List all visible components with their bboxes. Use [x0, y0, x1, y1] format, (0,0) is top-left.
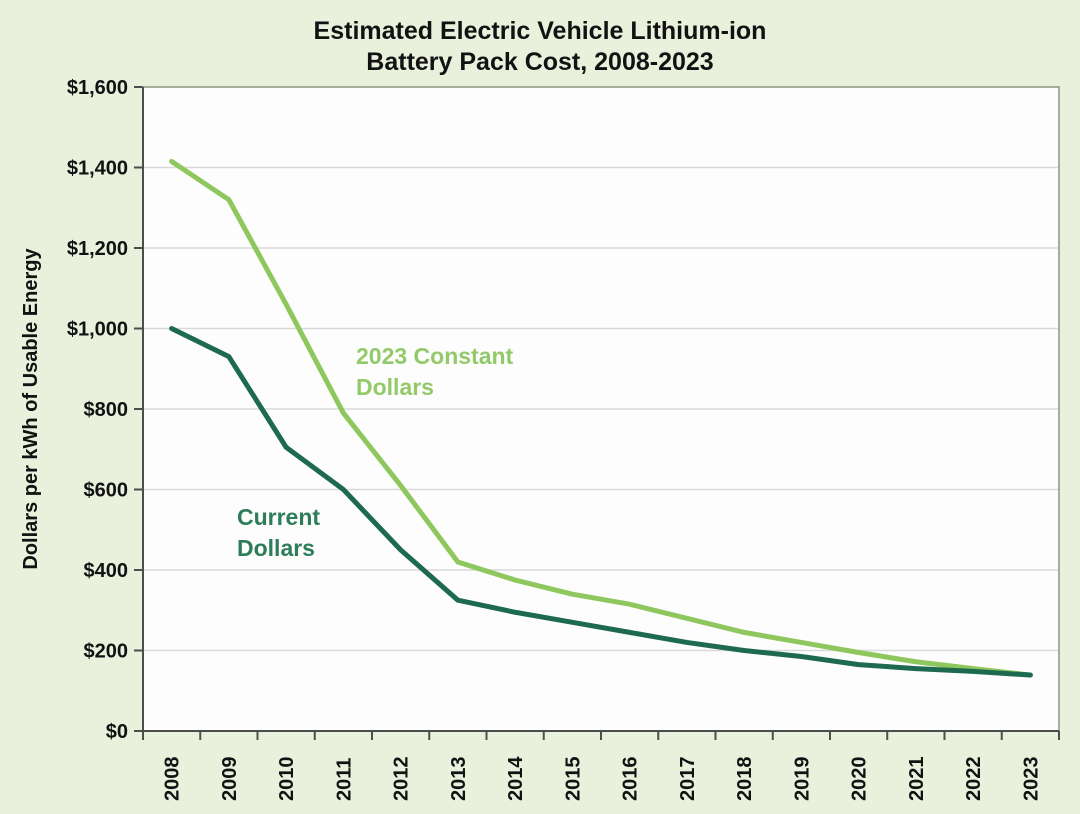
- y-tick-label: $800: [84, 399, 129, 421]
- x-tick-label: 2009: [219, 757, 241, 802]
- x-tick-label: 2013: [448, 757, 470, 802]
- y-tick-label: $600: [84, 480, 129, 502]
- y-tick-label: $1,200: [67, 238, 128, 260]
- y-tick-label: $1,400: [67, 158, 128, 180]
- y-tick-label: $1,600: [67, 77, 128, 99]
- x-tick-label: 2022: [963, 757, 985, 802]
- series-label-current-dollars: Current Dollars: [237, 502, 320, 564]
- x-tick-label: 2016: [620, 757, 642, 802]
- y-tick-label: $200: [84, 641, 129, 663]
- x-tick-label: 2008: [162, 757, 184, 802]
- x-tick-label: 2017: [677, 757, 699, 802]
- series-label-constant-line1: 2023 Constant: [356, 343, 514, 369]
- x-tick-label: 2020: [849, 757, 871, 802]
- x-tick-label: 2014: [505, 756, 527, 801]
- x-tick-label: 2012: [391, 757, 413, 802]
- series-label-current-line1: Current: [237, 504, 321, 530]
- series-label-constant-line2: Dollars: [356, 374, 434, 400]
- series-label-current-line2: Dollars: [237, 535, 315, 561]
- y-tick-label: $400: [84, 560, 129, 582]
- x-tick-label: 2019: [791, 757, 813, 802]
- y-tick-label: $1,000: [67, 319, 128, 341]
- chart-title-line2: Battery Pack Cost, 2008-2023: [366, 48, 714, 76]
- chart-title: Estimated Electric Vehicle Lithium-ion B…: [0, 16, 1080, 78]
- series-label-constant-dollars: 2023 Constant Dollars: [356, 341, 513, 403]
- x-tick-label: 2023: [1020, 757, 1042, 802]
- x-tick-label: 2021: [906, 757, 928, 802]
- x-tick-label: 2010: [276, 757, 298, 802]
- series-line-current-dollars: [169, 326, 1033, 678]
- y-tick-label: $0: [106, 721, 128, 743]
- x-tick-label: 2011: [333, 758, 355, 801]
- chart-title-line1: Estimated Electric Vehicle Lithium-ion: [313, 17, 767, 45]
- series-line-constant-dollars: [169, 158, 1033, 678]
- x-tick-label: 2015: [562, 757, 584, 802]
- x-tick-label: 2018: [734, 757, 756, 802]
